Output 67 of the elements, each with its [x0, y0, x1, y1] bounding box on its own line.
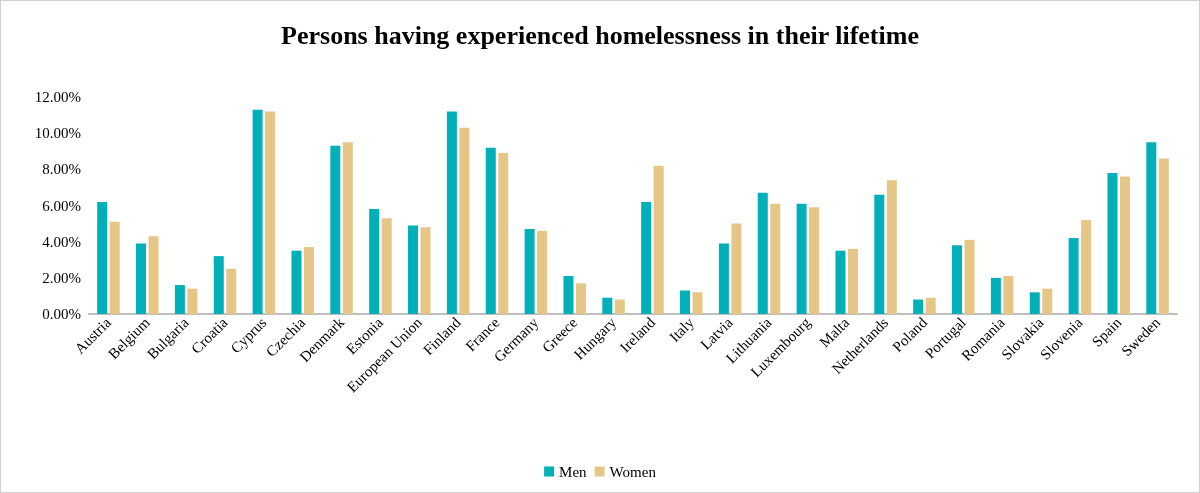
bar [1146, 142, 1157, 314]
bar [381, 218, 392, 314]
bar [174, 285, 185, 314]
bar [485, 147, 496, 314]
bar [1081, 219, 1092, 314]
bar [874, 194, 885, 314]
y-tick-label: 0.00% [42, 306, 81, 322]
bar [420, 227, 431, 314]
bar [913, 299, 924, 314]
bar [602, 297, 613, 314]
bar [653, 165, 664, 314]
bar [498, 153, 509, 314]
bar [265, 111, 276, 314]
bar [226, 268, 237, 314]
bar [187, 288, 198, 314]
bar [1119, 176, 1130, 314]
bar [692, 292, 703, 314]
bar [757, 192, 768, 314]
bar [1029, 292, 1040, 314]
y-tick-label: 12.00% [34, 89, 81, 105]
bar [614, 299, 625, 314]
bar [109, 221, 120, 314]
bar [847, 248, 858, 314]
bar [1042, 288, 1053, 314]
bar [524, 229, 535, 314]
bar [136, 243, 147, 314]
bar [148, 236, 159, 314]
bar [408, 225, 419, 314]
legend-label: Women [609, 463, 657, 480]
bar [537, 230, 548, 314]
y-tick-label: 8.00% [42, 161, 81, 178]
bar [563, 276, 574, 314]
bar [680, 290, 691, 314]
bar [1107, 172, 1118, 314]
bar [641, 201, 652, 314]
bar [97, 201, 108, 314]
x-tick-label: Italy [666, 313, 698, 346]
bar [291, 250, 302, 314]
bar [886, 180, 897, 314]
bar [342, 142, 353, 314]
bar [990, 277, 1001, 314]
chart-title: Persons having experienced homelessness in their lifetime [281, 20, 919, 50]
y-tick-label: 2.00% [42, 269, 81, 286]
bar [731, 223, 742, 314]
bar [330, 145, 341, 314]
bar [1003, 276, 1014, 314]
y-tick-label: 10.00% [34, 125, 81, 142]
bar [964, 239, 975, 314]
y-tick-label: 6.00% [42, 197, 81, 214]
bar [796, 203, 807, 314]
bar [213, 256, 224, 314]
bar [446, 111, 457, 314]
bar [1068, 238, 1079, 314]
bar [303, 247, 314, 314]
bar [459, 127, 470, 314]
bar [718, 243, 729, 314]
bar [252, 109, 263, 314]
bar [925, 297, 936, 314]
bar [1158, 158, 1169, 314]
legend-label: Men [559, 463, 588, 480]
y-tick-label: 4.00% [42, 233, 81, 250]
bar [369, 209, 380, 314]
bar [575, 283, 586, 314]
bar [770, 203, 781, 314]
bar [809, 207, 820, 314]
bar [952, 245, 963, 314]
bar [835, 250, 846, 314]
